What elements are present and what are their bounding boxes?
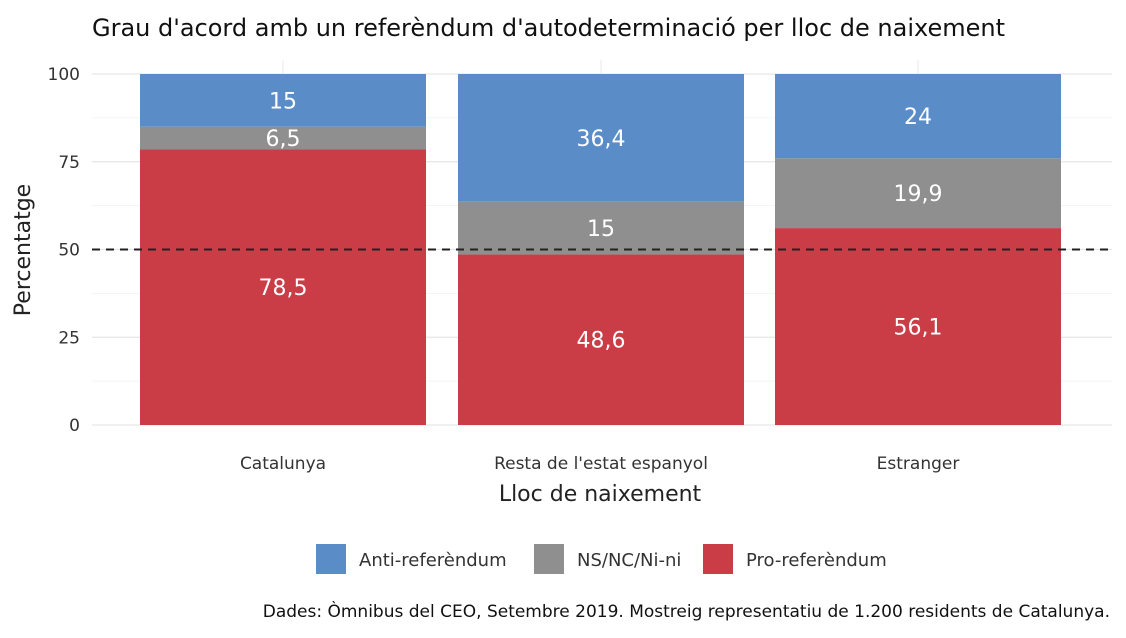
legend: Anti-referèndum NS/NC/Ni-ni Pro-referèndum bbox=[316, 544, 887, 574]
bar-segment bbox=[140, 74, 426, 127]
data-label: 15 bbox=[269, 89, 297, 114]
y-tick-label: 100 bbox=[48, 65, 80, 85]
data-label: 56,1 bbox=[894, 316, 943, 341]
legend-label: Anti-referèndum bbox=[359, 550, 507, 571]
axes: 0 25 50 75 100 Catalunya Resta de l'estat espa… bbox=[48, 65, 960, 474]
legend-swatch bbox=[316, 544, 346, 574]
y-tick-label: 50 bbox=[58, 241, 80, 261]
data-label: 24 bbox=[904, 105, 932, 130]
x-tick-label: Resta de l'estat espanyol bbox=[494, 454, 708, 474]
bar-segment bbox=[458, 74, 744, 202]
bar-segment bbox=[775, 158, 1061, 229]
data-label: 48,6 bbox=[577, 329, 626, 354]
y-tick-label: 75 bbox=[58, 153, 80, 173]
legend-label: Pro-referèndum bbox=[746, 550, 887, 571]
data-label: 6,5 bbox=[266, 127, 301, 152]
bar-segment bbox=[775, 228, 1061, 425]
data-label: 36,4 bbox=[577, 127, 626, 152]
bar-segment bbox=[458, 254, 744, 425]
legend-swatch bbox=[534, 544, 564, 574]
y-axis-label: Percentatge bbox=[11, 184, 36, 316]
chart-title: Grau d'acord amb un referèndum d'autodet… bbox=[92, 14, 1005, 42]
bars bbox=[140, 74, 1061, 425]
bar-segment bbox=[140, 126, 426, 150]
data-label: 19,9 bbox=[894, 182, 943, 207]
data-labels: 78,5 6,5 15 48,6 15 36,4 56,1 19,9 24 bbox=[259, 89, 943, 353]
x-tick-label: Estranger bbox=[877, 454, 960, 474]
data-label: 15 bbox=[587, 217, 615, 242]
x-tick-label: Catalunya bbox=[240, 454, 326, 474]
x-axis-label: Lloc de naixement bbox=[499, 482, 702, 507]
legend-swatch bbox=[703, 544, 733, 574]
bar-segment bbox=[458, 201, 744, 255]
legend-label: NS/NC/Ni-ni bbox=[577, 550, 681, 571]
caption: Dades: Òmnibus del CEO, Setembre 2019. M… bbox=[263, 600, 1110, 622]
data-label: 78,5 bbox=[259, 276, 308, 301]
bar-segment bbox=[140, 149, 426, 425]
y-tick-label: 25 bbox=[58, 328, 80, 348]
y-tick-label: 0 bbox=[69, 416, 80, 436]
bar-segment bbox=[775, 74, 1061, 159]
